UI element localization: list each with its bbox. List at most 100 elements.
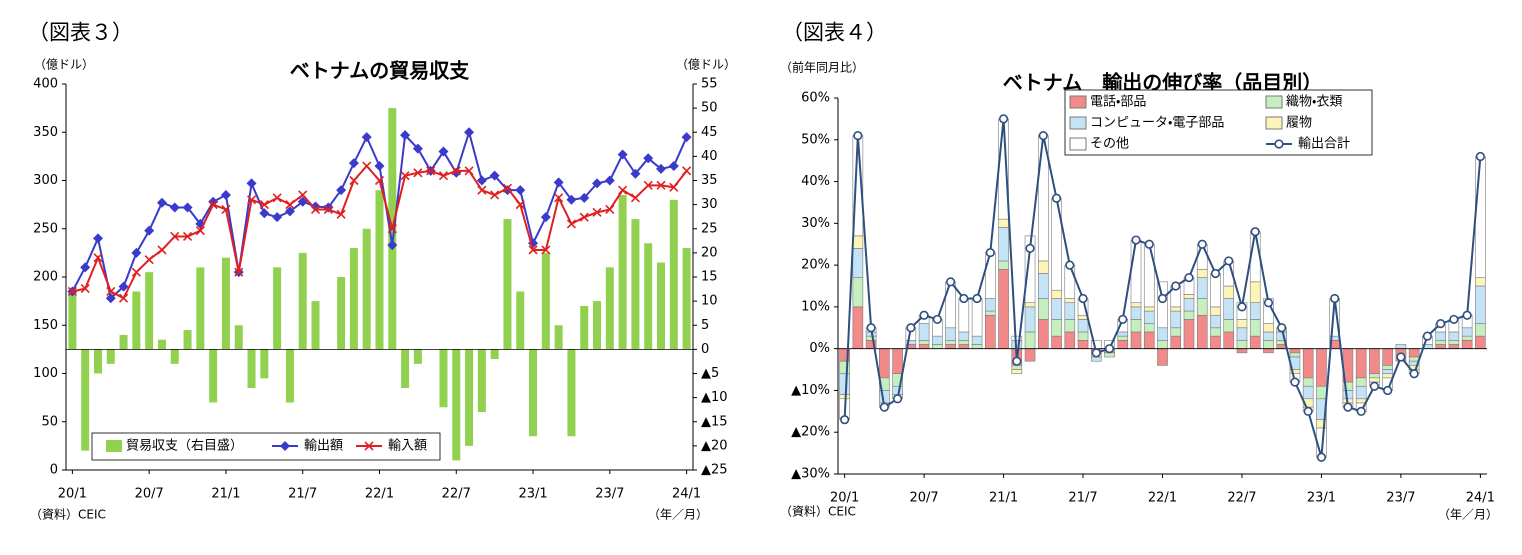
stacked-bar [1143,310,1155,324]
point [92,233,103,244]
point [1316,452,1327,462]
y-axis-unit: （億ドル） [34,58,94,72]
x-tick-label: 21/7 [288,487,317,502]
y-tick-label: 150 [33,318,58,333]
y2-tick-label: 40 [701,149,718,164]
stacked-bar [918,340,930,345]
bar [157,339,166,350]
point [1250,227,1260,237]
stacked-bar [1210,327,1221,337]
stacked-bar [1117,335,1129,341]
stacked-bar [1302,385,1314,400]
bar [477,349,486,413]
legend-label: 輸出合計 [1298,136,1350,152]
point [298,190,308,200]
x-axis-unit: （年／月） [1438,508,1498,522]
point [1277,323,1287,333]
stacked-bar [1130,319,1142,333]
point [1210,268,1221,279]
stacked-bar [945,281,956,329]
point [1197,239,1207,249]
point [374,175,385,186]
point [105,293,116,304]
point [362,161,372,171]
y2-tick-label: 50 [701,101,718,116]
bar [669,199,678,350]
point [1422,331,1432,341]
stacked-bar [1448,344,1460,349]
legend-label: 織物・衣類 [1286,95,1342,110]
stacked-bar [1064,298,1076,304]
x-tick-label: 20/1 [830,491,859,506]
point [866,323,876,333]
stacked-bar [1395,344,1407,349]
legend-swatch [1069,137,1087,151]
stacked-bar [1130,331,1142,349]
point [182,202,193,213]
point [208,196,219,207]
point [972,293,982,304]
point [169,202,180,213]
point [1131,235,1141,245]
point [592,178,603,189]
point [438,171,449,181]
point [156,197,167,208]
stacked-bar [1302,348,1314,379]
stacked-bar [1157,348,1168,366]
y2-tick-label: 5 [701,318,709,333]
stacked-bar [985,298,996,312]
stacked-bar [1064,302,1076,320]
bar [452,349,461,461]
y2-tick-label: 35 [701,173,718,188]
bar [183,330,192,350]
stacked-bar [1117,331,1129,337]
point [919,310,929,320]
legend-label: 電話・部品 [1090,95,1146,110]
stacked-bar [1210,273,1221,308]
stacked-bar [1263,331,1274,341]
point [1290,377,1300,387]
stacked-bar [1024,235,1036,304]
legend-box [1064,89,1373,156]
y-tick-label: 50% [801,132,830,147]
stacked-bar [1263,340,1274,349]
bar [145,272,154,350]
legend-label: 輸入額 [388,439,427,454]
legend-swatch [1069,116,1087,130]
point [630,168,641,179]
point [932,314,942,325]
point [285,200,295,210]
point [1356,406,1366,416]
stacked-bar [1448,331,1460,341]
y2-tick-label: ▲15 [701,414,728,429]
point [400,171,410,181]
stacked-bar [1143,243,1155,308]
x-tick-label: 23/1 [1307,491,1336,506]
stacked-bar [958,331,970,341]
legend-marker [364,441,374,451]
stacked-bar [1475,335,1486,349]
stacked-bar [1435,340,1446,345]
y-tick-label: ▲10% [791,383,830,398]
stacked-bar [1090,356,1102,362]
bar [657,262,666,350]
stacked-bar [865,335,877,341]
bar [682,248,691,350]
stacked-bar [1435,331,1446,341]
stacked-bar [1263,348,1274,354]
point [1224,256,1234,266]
point [879,402,889,412]
y-tick-label: 0 [50,463,58,478]
legend-label: コンピュータ・電子部品 [1090,116,1224,131]
legend-label: その他 [1090,137,1129,152]
point [144,225,155,236]
stacked-bar [1064,264,1076,299]
stacked-bar [1316,348,1327,387]
stacked-bar [1382,373,1393,379]
point [1078,293,1088,304]
stacked-bar [1051,319,1062,337]
legend-swatch [106,440,122,452]
point [553,177,564,188]
